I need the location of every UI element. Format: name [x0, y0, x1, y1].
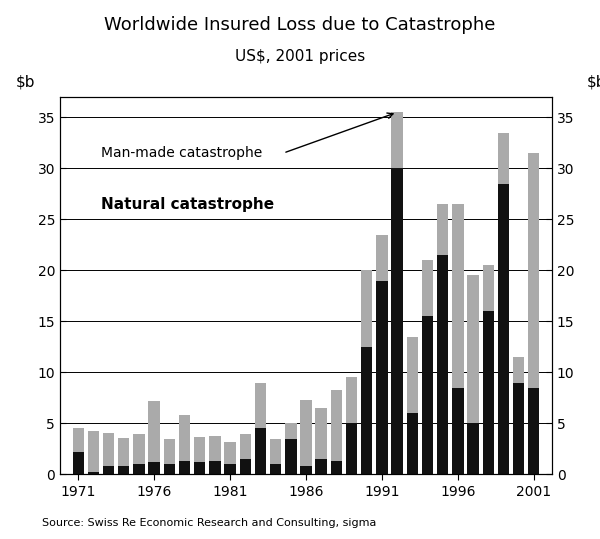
Text: Man-made catastrophe: Man-made catastrophe	[101, 146, 262, 160]
Bar	[498, 133, 509, 184]
Bar	[498, 184, 509, 474]
Bar	[482, 265, 494, 311]
Bar	[148, 401, 160, 462]
Bar	[164, 464, 175, 474]
Bar	[346, 423, 357, 474]
Bar	[118, 438, 130, 466]
Bar	[179, 415, 190, 461]
Bar	[452, 388, 464, 474]
Bar	[194, 437, 205, 462]
Bar	[513, 357, 524, 383]
Bar	[133, 464, 145, 474]
Bar	[270, 464, 281, 474]
Bar	[467, 275, 479, 423]
Bar	[513, 383, 524, 474]
Bar	[255, 429, 266, 474]
Bar	[452, 204, 464, 388]
Bar	[148, 462, 160, 474]
Bar	[103, 432, 114, 466]
Bar	[301, 466, 311, 474]
Bar	[224, 441, 236, 464]
Bar	[361, 347, 373, 474]
Bar	[361, 271, 373, 347]
Bar	[285, 423, 296, 439]
Bar	[407, 337, 418, 413]
Bar	[73, 452, 84, 474]
Bar	[224, 464, 236, 474]
Bar	[285, 439, 296, 474]
Bar	[437, 255, 448, 474]
Bar	[331, 461, 342, 474]
Bar	[118, 466, 130, 474]
Bar	[437, 204, 448, 255]
Bar	[301, 400, 311, 466]
Bar	[422, 260, 433, 316]
Bar	[239, 459, 251, 474]
Text: $b: $b	[16, 74, 35, 89]
Bar	[88, 472, 99, 474]
Bar	[209, 461, 221, 474]
Text: US$, 2001 prices: US$, 2001 prices	[235, 49, 365, 64]
Text: Source: Swiss Re Economic Research and Consulting, sigma: Source: Swiss Re Economic Research and C…	[42, 518, 376, 528]
Bar	[376, 281, 388, 474]
Bar	[209, 436, 221, 461]
Bar	[316, 459, 327, 474]
Bar	[270, 439, 281, 464]
Text: $b: $b	[586, 74, 600, 89]
Bar	[528, 153, 539, 388]
Bar	[133, 433, 145, 464]
Bar	[331, 390, 342, 461]
Bar	[422, 316, 433, 474]
Bar	[194, 462, 205, 474]
Bar	[467, 423, 479, 474]
Bar	[346, 377, 357, 423]
Bar	[164, 439, 175, 464]
Bar	[528, 388, 539, 474]
Bar	[179, 461, 190, 474]
Bar	[255, 383, 266, 429]
Text: Worldwide Insured Loss due to Catastrophe: Worldwide Insured Loss due to Catastroph…	[104, 16, 496, 34]
Bar	[88, 432, 99, 472]
Bar	[376, 234, 388, 281]
Bar	[482, 311, 494, 474]
Bar	[391, 112, 403, 168]
Bar	[391, 168, 403, 474]
Bar	[239, 433, 251, 459]
Bar	[103, 466, 114, 474]
Text: Natural catastrophe: Natural catastrophe	[101, 197, 274, 212]
Bar	[316, 408, 327, 459]
Bar	[73, 429, 84, 452]
Bar	[407, 413, 418, 474]
